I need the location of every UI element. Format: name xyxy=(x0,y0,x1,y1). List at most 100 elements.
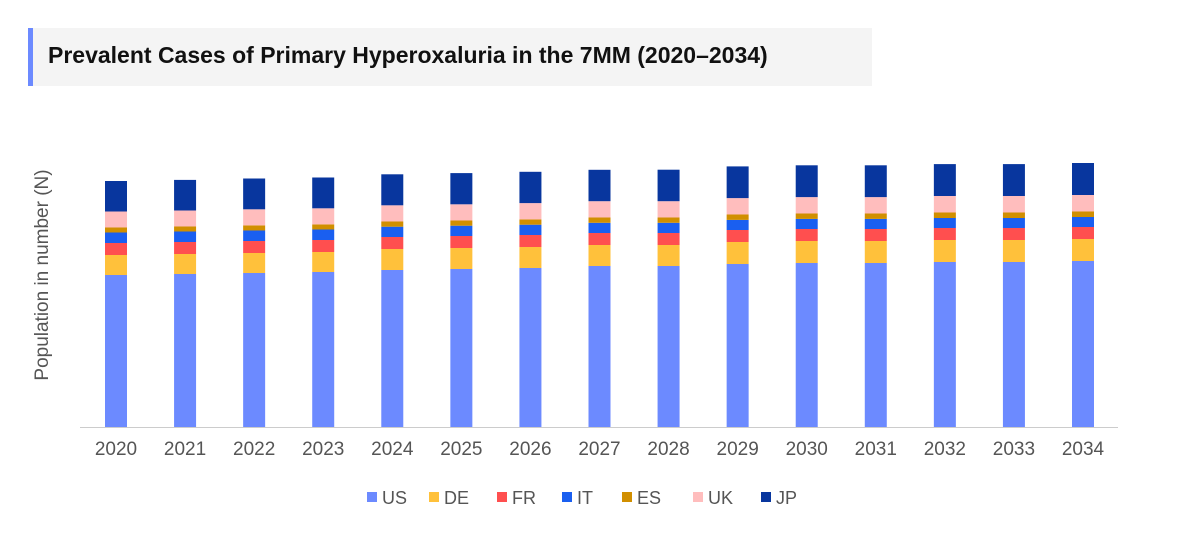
x-tick-label: 2021 xyxy=(164,439,206,460)
bar-fr-2027 xyxy=(588,233,611,245)
chart-title: Prevalent Cases of Primary Hyperoxaluria… xyxy=(48,42,768,68)
bar-de-2026 xyxy=(519,247,542,268)
bar-jp-2021 xyxy=(174,179,197,211)
bar-fr-2023 xyxy=(312,240,335,252)
bar-it-2029 xyxy=(726,219,749,230)
title-accent-bar xyxy=(28,28,33,86)
bar-jp-2026 xyxy=(519,171,542,204)
bar-us-2032 xyxy=(933,262,956,427)
legend-swatch-jp xyxy=(761,492,771,502)
y-axis-label: Population in number (N) xyxy=(32,169,53,380)
bar-it-2033 xyxy=(1002,218,1025,228)
bar-es-2032 xyxy=(933,212,956,218)
bar-us-2027 xyxy=(588,266,611,427)
legend-label-fr: FR xyxy=(512,488,536,508)
bar-es-2034 xyxy=(1072,211,1094,217)
bar-es-2029 xyxy=(726,214,749,220)
bar-jp-2020 xyxy=(105,181,127,212)
bar-uk-2034 xyxy=(1072,195,1094,212)
bar-jp-2025 xyxy=(450,173,473,205)
bar-jp-2033 xyxy=(1002,164,1025,196)
bar-uk-2028 xyxy=(657,201,680,218)
bar-us-2034 xyxy=(1072,261,1094,427)
bar-us-2030 xyxy=(795,263,818,427)
bar-de-2021 xyxy=(174,254,197,274)
bar-de-2022 xyxy=(243,253,266,273)
legend-swatch-uk xyxy=(693,492,703,502)
legend-label-uk: UK xyxy=(708,488,733,508)
bar-us-2024 xyxy=(381,270,404,427)
bar-es-2023 xyxy=(312,224,335,230)
bar-us-2026 xyxy=(519,268,542,427)
bar-es-2024 xyxy=(381,221,404,227)
bar-us-2028 xyxy=(657,266,680,427)
bar-jp-2032 xyxy=(933,164,956,196)
bar-uk-2021 xyxy=(174,210,197,227)
bar-it-2030 xyxy=(795,218,818,229)
bar-it-2032 xyxy=(933,218,956,228)
bar-fr-2021 xyxy=(174,242,197,254)
x-tick-label: 2023 xyxy=(302,439,344,460)
bar-us-2020 xyxy=(105,275,127,427)
x-tick-label: 2027 xyxy=(578,439,620,460)
bar-uk-2024 xyxy=(381,205,404,222)
bar-fr-2033 xyxy=(1002,228,1025,240)
x-tick-label: 2034 xyxy=(1062,439,1105,460)
bar-fr-2032 xyxy=(933,228,956,240)
bar-fr-2026 xyxy=(519,235,542,247)
legend-label-us: US xyxy=(382,488,407,508)
bar-fr-2030 xyxy=(795,229,818,241)
bar-us-2023 xyxy=(312,272,335,427)
bar-es-2031 xyxy=(864,213,887,219)
bar-de-2032 xyxy=(933,240,956,262)
bar-jp-2031 xyxy=(864,165,887,198)
bar-de-2023 xyxy=(312,252,335,272)
legend-swatch-de xyxy=(429,492,439,502)
bar-de-2033 xyxy=(1002,240,1025,262)
bar-es-2020 xyxy=(105,227,127,233)
bar-us-2029 xyxy=(726,264,749,427)
bar-jp-2029 xyxy=(726,166,749,199)
bar-fr-2020 xyxy=(105,243,127,255)
bar-de-2024 xyxy=(381,249,404,270)
bar-uk-2027 xyxy=(588,201,611,218)
legend-label-jp: JP xyxy=(776,488,797,508)
bar-uk-2025 xyxy=(450,204,473,221)
bar-it-2024 xyxy=(381,226,404,237)
bar-it-2031 xyxy=(864,218,887,229)
bar-us-2025 xyxy=(450,269,473,427)
bar-de-2029 xyxy=(726,242,749,264)
bar-us-2031 xyxy=(864,263,887,427)
bar-it-2027 xyxy=(588,222,611,233)
bar-it-2023 xyxy=(312,229,335,240)
legend-swatch-it xyxy=(562,492,572,502)
bar-fr-2022 xyxy=(243,241,266,253)
bar-fr-2034 xyxy=(1072,227,1094,239)
bar-uk-2029 xyxy=(726,198,749,215)
bar-jp-2034 xyxy=(1072,163,1094,195)
x-tick-label: 2020 xyxy=(95,439,137,460)
bar-uk-2030 xyxy=(795,197,818,214)
bar-it-2022 xyxy=(243,230,266,241)
bar-de-2028 xyxy=(657,245,680,266)
bar-jp-2022 xyxy=(243,178,266,210)
x-tick-label: 2031 xyxy=(855,439,897,460)
bar-it-2021 xyxy=(174,231,197,242)
chart-title-box: Prevalent Cases of Primary Hyperoxaluria… xyxy=(28,28,872,86)
bar-es-2021 xyxy=(174,226,197,232)
bar-uk-2033 xyxy=(1002,196,1025,213)
bar-jp-2028 xyxy=(657,169,680,202)
bar-uk-2026 xyxy=(519,203,542,220)
bar-us-2022 xyxy=(243,273,266,427)
bar-uk-2032 xyxy=(933,196,956,213)
bar-it-2028 xyxy=(657,222,680,233)
bar-fr-2028 xyxy=(657,233,680,245)
bar-de-2025 xyxy=(450,248,473,269)
bar-it-2025 xyxy=(450,225,473,236)
bar-de-2020 xyxy=(105,255,127,275)
legend-label-it: IT xyxy=(577,488,593,508)
bar-jp-2027 xyxy=(588,169,611,202)
x-tick-label: 2028 xyxy=(647,439,689,460)
x-tick-label: 2022 xyxy=(233,439,275,460)
